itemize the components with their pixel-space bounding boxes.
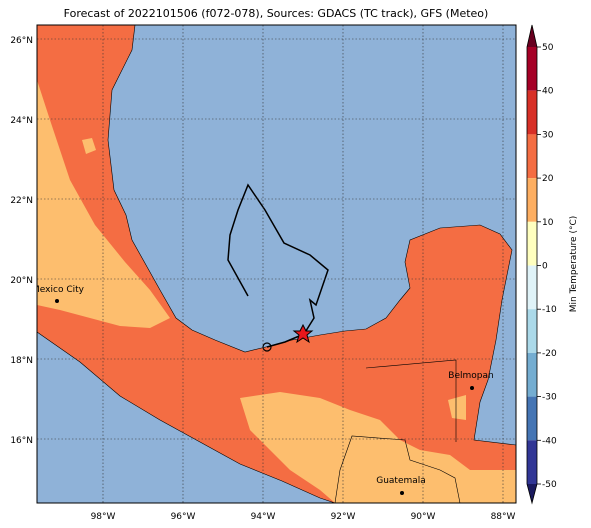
colorbar-tick-label: 40 bbox=[542, 87, 554, 97]
colorbar-bin bbox=[527, 265, 537, 310]
storm-track bbox=[227, 183, 329, 348]
colorbar-tick-label: 10 bbox=[542, 218, 554, 228]
colorbar-tick-label: 0 bbox=[542, 262, 548, 272]
lon-label: 98°W bbox=[91, 512, 116, 522]
colorbar: 50 40 30 20 10 0 -10 -20 -30 -40 -50 bbox=[526, 24, 557, 505]
colorbar-tick-label: -40 bbox=[542, 436, 557, 446]
map-frame bbox=[36, 24, 517, 504]
colorbar-bin bbox=[527, 134, 537, 179]
colorbar-tick-label: 20 bbox=[542, 174, 554, 184]
lat-label: 16°N bbox=[10, 436, 33, 446]
colorbar-extend bbox=[527, 25, 537, 47]
city-name: Belmopan bbox=[448, 371, 493, 381]
lat-label: 18°N bbox=[10, 356, 33, 366]
colorbar-bin bbox=[527, 352, 537, 397]
colorbar-bin bbox=[527, 47, 537, 91]
colorbar-tick-label: -30 bbox=[542, 393, 557, 403]
colorbar-tick-label: -20 bbox=[542, 349, 557, 359]
colorbar-bin bbox=[527, 221, 537, 266]
map-title: Forecast of 2022101506 (f072-078), Sourc… bbox=[64, 7, 489, 20]
colorbar-bin bbox=[527, 178, 537, 222]
city-dot bbox=[400, 491, 404, 495]
lon-label: 96°W bbox=[171, 512, 196, 522]
lon-label: 90°W bbox=[411, 512, 436, 522]
land-cool bbox=[82, 138, 96, 154]
border bbox=[334, 359, 461, 503]
city-name: Mexico City bbox=[32, 285, 85, 295]
lon-label: 92°W bbox=[331, 512, 356, 522]
colorbar-tick-label: 30 bbox=[542, 130, 554, 140]
colorbar-tick-label: -50 bbox=[542, 480, 557, 490]
city-dot bbox=[470, 386, 474, 390]
lat-label: 24°N bbox=[10, 116, 33, 126]
colorbar-bin bbox=[527, 396, 537, 441]
land-cool bbox=[448, 395, 466, 420]
city-dot bbox=[55, 299, 59, 303]
city-name: Guatemala bbox=[376, 476, 426, 486]
storm-marker bbox=[292, 323, 314, 344]
lat-label: 20°N bbox=[10, 276, 33, 286]
colorbar-extend bbox=[527, 484, 537, 503]
lat-label: 22°N bbox=[10, 196, 33, 206]
colorbar-bin bbox=[527, 440, 537, 484]
land-cool bbox=[37, 80, 170, 328]
cities: Mexico City Belmopan Guatemala bbox=[32, 285, 494, 495]
map-body: Mexico City Belmopan Guatemala bbox=[32, 25, 516, 503]
colorbar-bin bbox=[527, 309, 537, 353]
lon-label: 94°W bbox=[251, 512, 276, 522]
axis-labels: 26°N 24°N 22°N 20°N 18°N 16°N 98°W 96°W 94°W 92°W… bbox=[10, 36, 515, 522]
colorbar-label: Min Temperature (°C) bbox=[569, 216, 579, 313]
lat-label: 26°N bbox=[10, 36, 33, 46]
lon-label: 88°W bbox=[491, 512, 516, 522]
land-warm bbox=[37, 25, 516, 503]
colorbar-tick-label: 50 bbox=[542, 43, 554, 53]
colorbar-bin bbox=[527, 90, 537, 135]
graticule bbox=[37, 25, 516, 503]
land-cool bbox=[240, 392, 516, 503]
colorbar-tick-label: -10 bbox=[542, 305, 557, 315]
